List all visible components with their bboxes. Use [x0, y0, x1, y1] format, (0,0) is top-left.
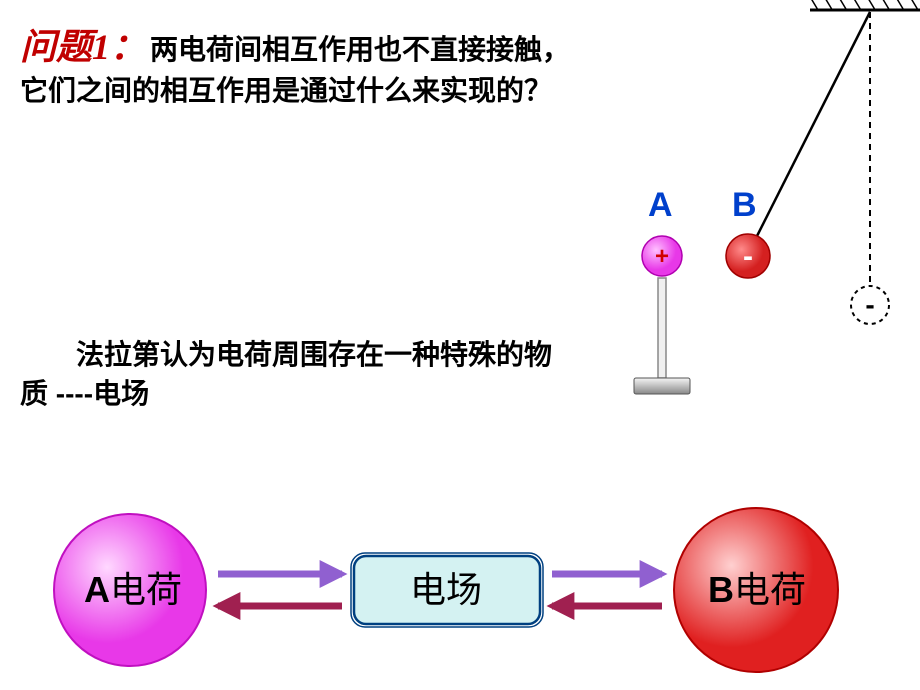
answer-indent	[20, 339, 76, 370]
svg-text:A电荷: A电荷	[84, 569, 182, 610]
svg-text:B电荷: B电荷	[708, 569, 806, 610]
svg-text:+: +	[655, 243, 669, 270]
pendulum-diagram: - + A - B	[620, 0, 920, 410]
svg-text:B: B	[732, 186, 757, 224]
svg-text:电场: 电场	[410, 570, 482, 610]
svg-text:A: A	[648, 186, 673, 224]
question-label: 问题1：	[20, 27, 146, 67]
flow-diagram: A电荷 电场 B电荷	[40, 500, 880, 680]
svg-text:-: -	[865, 289, 874, 320]
question-block: 问题1： 两电荷间相互作用也不直接接触，它们之间的相互作用是通过什么来实现的？	[20, 18, 580, 111]
answer-text: 法拉第认为电荷周围存在一种特殊的物质 ----电场	[20, 339, 552, 409]
answer-block: 法拉第认为电荷周围存在一种特殊的物质 ----电场	[20, 335, 560, 413]
svg-text:-: -	[743, 240, 753, 273]
